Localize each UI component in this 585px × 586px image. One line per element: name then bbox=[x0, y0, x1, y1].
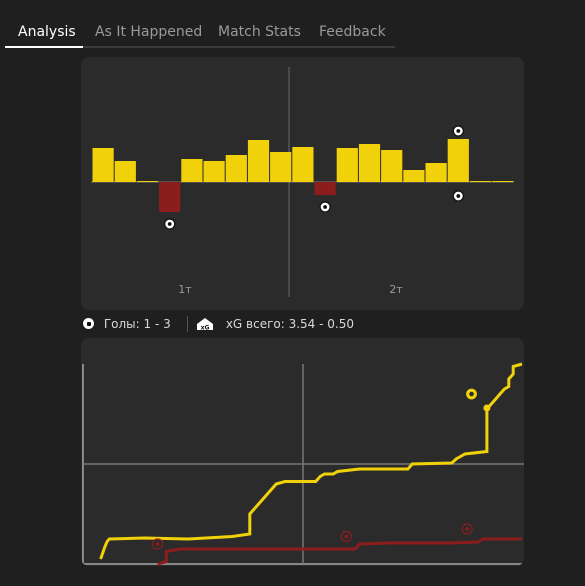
goal-football-icon bbox=[164, 218, 176, 230]
active-tab-indicator bbox=[5, 46, 83, 48]
away-goal-icon bbox=[340, 530, 352, 543]
momentum-bar bbox=[225, 155, 247, 182]
momentum-bar bbox=[136, 181, 159, 182]
momentum-bar bbox=[247, 140, 270, 182]
xg-race-panel bbox=[81, 338, 524, 566]
momentum-bar bbox=[292, 147, 314, 182]
tab-as-it-happened[interactable]: As It Happened bbox=[95, 24, 203, 40]
goal-football-icon bbox=[319, 201, 331, 213]
momentum-bar bbox=[425, 163, 447, 182]
xg-icon: xG bbox=[197, 318, 213, 332]
summary-divider bbox=[187, 316, 188, 332]
away-goal-icon bbox=[152, 538, 164, 550]
momentum-bar bbox=[403, 170, 425, 182]
momentum-bar bbox=[181, 159, 203, 182]
home-xg-line bbox=[99, 362, 523, 560]
away-goal-icon bbox=[461, 523, 473, 535]
momentum-panel: 1т 2т bbox=[81, 57, 524, 310]
xg-race-chart bbox=[82, 362, 524, 566]
goal-football-icon bbox=[452, 190, 464, 202]
home-goal-icon bbox=[464, 387, 479, 401]
tab-match-stats[interactable]: Match Stats bbox=[218, 24, 301, 40]
half1-label: 1т bbox=[178, 283, 192, 296]
momentum-bar bbox=[270, 152, 292, 182]
xg-icon-text: xG bbox=[201, 325, 210, 332]
football-icon bbox=[83, 318, 94, 329]
match-summary: Голы: 1 - 3 xG xG всего: 3.54 - 0.50 bbox=[81, 314, 524, 334]
xg-summary: xG xG всего: 3.54 - 0.50 bbox=[196, 314, 354, 334]
tab-analysis[interactable]: Analysis bbox=[18, 24, 76, 40]
momentum-bar bbox=[447, 139, 469, 182]
momentum-bar bbox=[358, 144, 381, 182]
momentum-bar bbox=[336, 148, 358, 182]
goal-point bbox=[483, 404, 491, 412]
momentum-chart: 1т 2т bbox=[91, 67, 514, 297]
away-xg-line bbox=[157, 537, 522, 566]
xg-total-text: xG всего: 3.54 - 0.50 bbox=[225, 317, 354, 331]
tab-bar: Analysis As It Happened Match Stats Feed… bbox=[5, 18, 395, 48]
goal-football-icon bbox=[452, 125, 464, 137]
half2-label: 2т bbox=[389, 283, 403, 296]
goals-text: Голы: 1 - 3 bbox=[103, 317, 171, 331]
momentum-bar bbox=[469, 181, 492, 182]
momentum-bar bbox=[114, 161, 136, 182]
momentum-bar bbox=[314, 182, 336, 195]
momentum-bar bbox=[492, 181, 514, 182]
momentum-bar bbox=[92, 148, 114, 182]
goals-summary: Голы: 1 - 3 bbox=[83, 314, 171, 334]
momentum-bar bbox=[381, 150, 403, 182]
tab-feedback[interactable]: Feedback bbox=[319, 24, 386, 40]
momentum-bar bbox=[159, 182, 181, 212]
momentum-bar bbox=[203, 161, 225, 182]
